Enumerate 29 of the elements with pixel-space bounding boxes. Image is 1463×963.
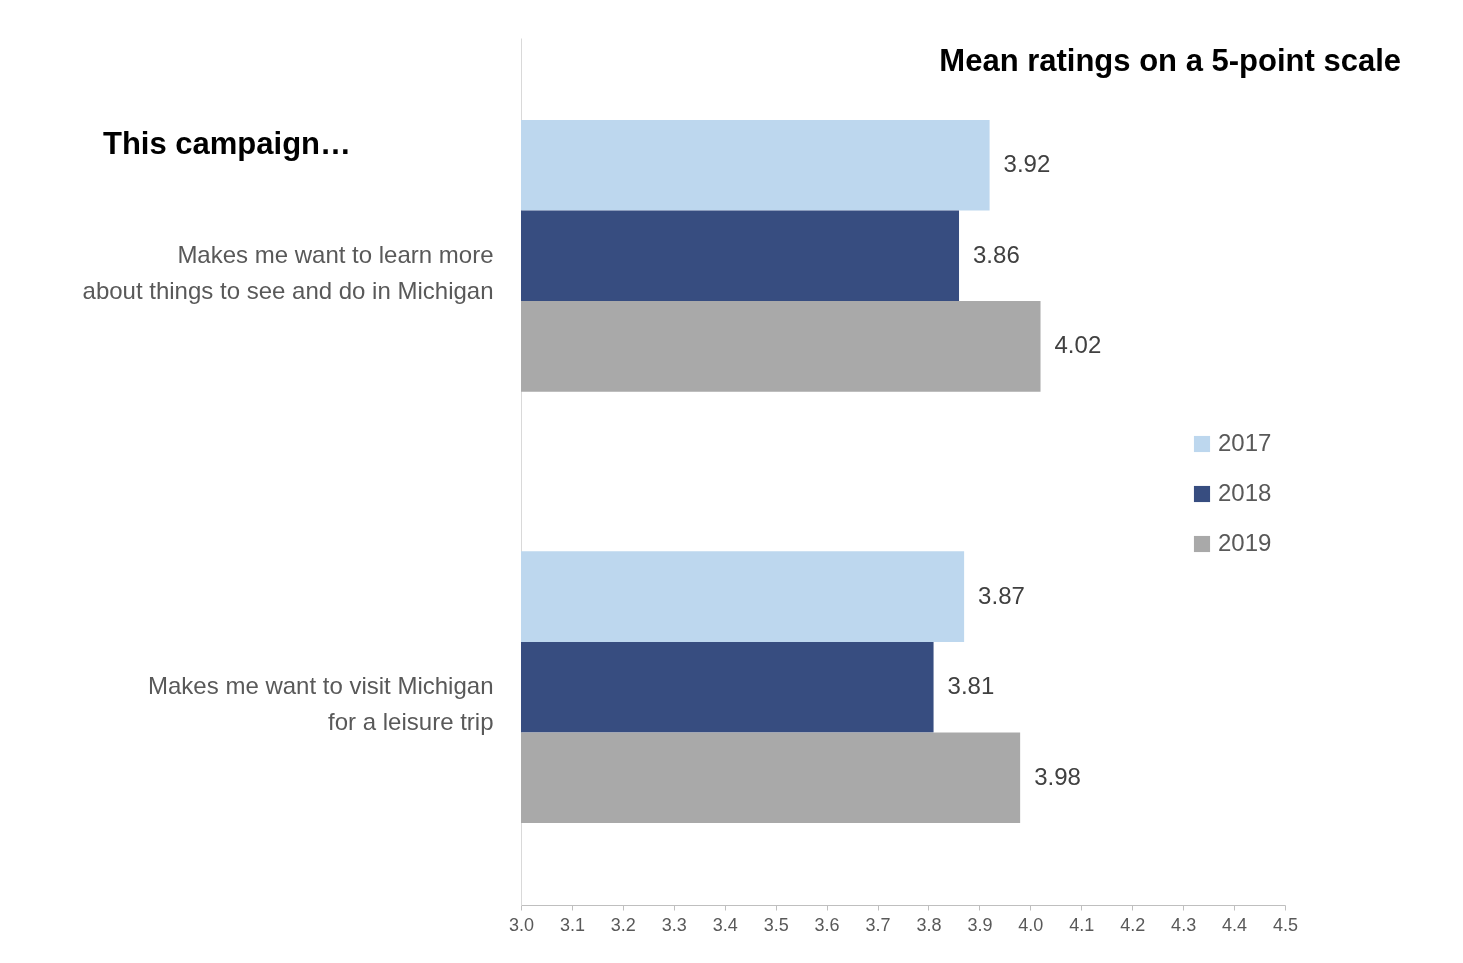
data-label: 3.87 (978, 581, 1025, 609)
data-label: 3.92 (1003, 150, 1051, 178)
x-tick-label: 4.2 (1120, 914, 1146, 935)
x-tick-label: 3.7 (865, 914, 891, 935)
legend-label: 2017 (1218, 429, 1272, 456)
x-tick-label: 3.1 (559, 914, 585, 935)
legend-label: 2019 (1218, 529, 1272, 556)
x-tick-label: 3.5 (763, 914, 789, 935)
x-tick-label: 4.5 (1272, 914, 1299, 935)
x-tick-label: 4.3 (1171, 914, 1197, 935)
chart-title: Mean ratings on a 5-point scale (939, 43, 1401, 78)
x-tick-label: 3.0 (508, 914, 535, 935)
x-tick-label: 3.9 (967, 914, 993, 935)
data-label: 3.98 (1034, 762, 1081, 790)
y-tick-label: Makes me want to visit Michigan for a leisure trip (148, 672, 494, 736)
data-label: 3.86 (973, 240, 1020, 268)
x-tick-label: 3.4 (712, 914, 738, 935)
data-label: 4.02 (1054, 331, 1102, 359)
text: This campaign… (102, 126, 352, 161)
legend-label: 2018 (1218, 479, 1272, 506)
x-tick-label: 3.3 (661, 914, 687, 935)
x-tick-label: 3.2 (610, 914, 636, 935)
x-tick-label: 4.0 (1018, 914, 1044, 935)
x-tick-label: 4.4 (1222, 914, 1248, 935)
y-tick-label: Makes me want to learn more about things to see and do in Michigan (82, 240, 494, 304)
data-label: 3.81 (947, 672, 995, 700)
x-tick-label: 4.1 (1069, 914, 1095, 935)
x-tick-label: 3.8 (916, 914, 942, 935)
x-tick-label: 3.6 (814, 914, 840, 935)
